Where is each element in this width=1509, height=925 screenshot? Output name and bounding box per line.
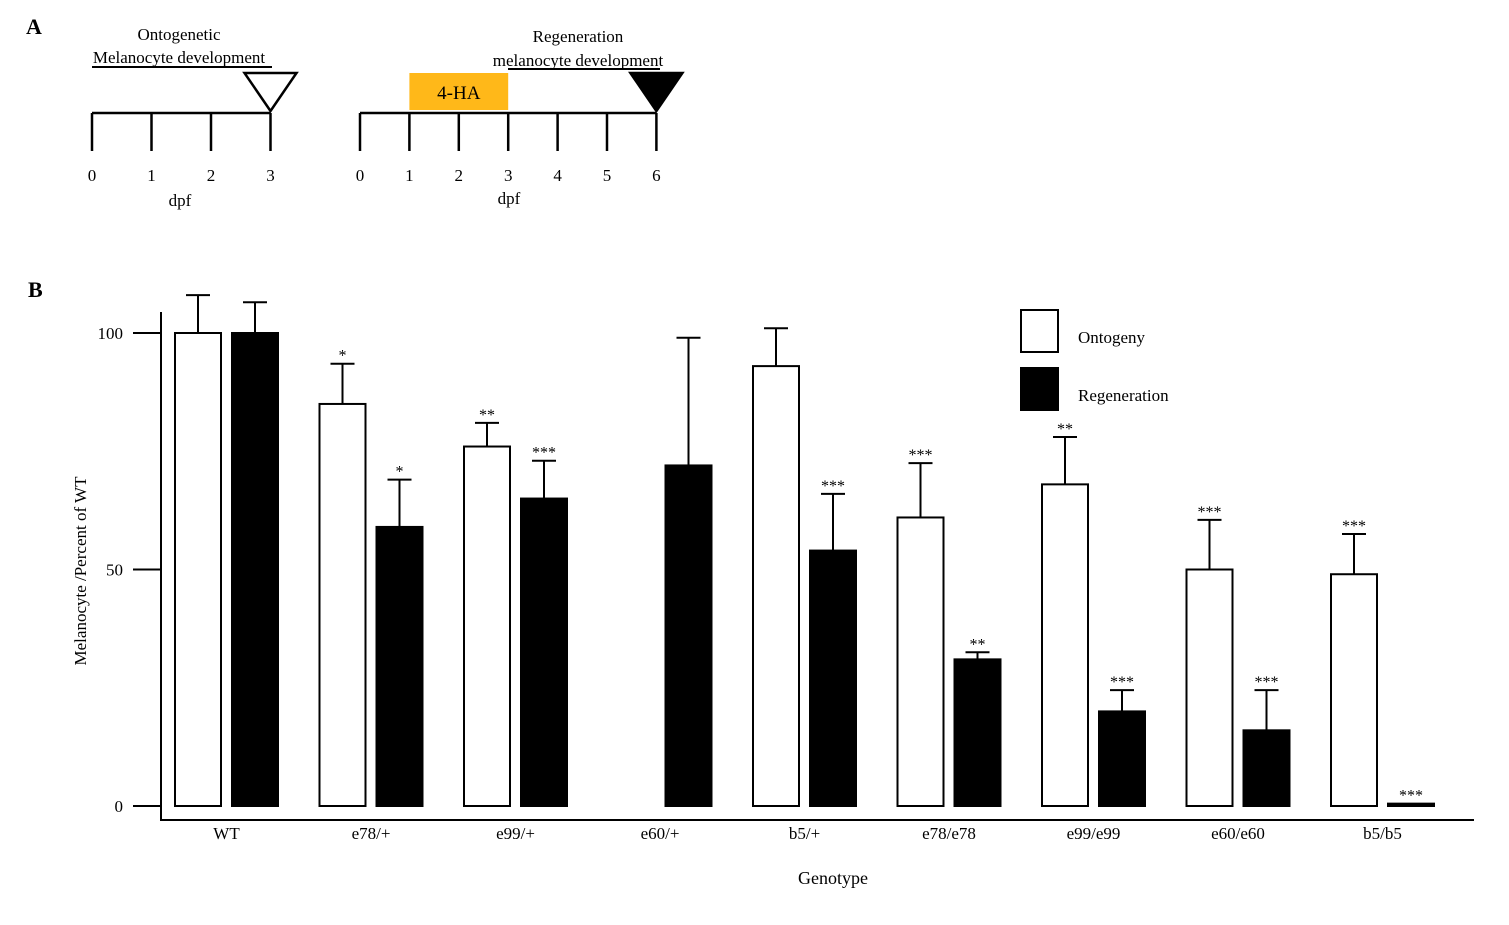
significance-label: ***: [1342, 518, 1366, 535]
ontogenetic-axis: 0 1 2 3: [88, 71, 299, 185]
significance-label: *: [339, 348, 347, 365]
bar-ontogeny: [1185, 568, 1234, 807]
x-tick-label: e78/+: [352, 824, 391, 843]
legend-label-ontogeny: Ontogeny: [1078, 328, 1146, 347]
x-tick-labels: WT e78/+ e99/+ e60/+ b5/+ e78/e78 e99/e99 e60/e…: [213, 824, 1402, 843]
bar-ontogeny: [463, 445, 511, 807]
x-tick-label: b5/+: [789, 824, 820, 843]
ontogenetic-end-marker: [242, 71, 299, 114]
bar-ontogeny: [318, 402, 367, 807]
ontogenetic-xlabel: dpf: [169, 191, 192, 210]
panel-a: A Ontogenetic Melanocyte development 0 1 2…: [26, 14, 685, 210]
timeline-tick-label: 2: [455, 166, 464, 185]
significance-label: ***: [821, 478, 845, 495]
bar-regeneration: [375, 525, 424, 807]
bar-regeneration: [1387, 802, 1435, 808]
significance-label: ***: [1110, 674, 1134, 691]
ontogenetic-caption-line2: Melanocyte development: [93, 48, 266, 67]
timeline-tick-label: 1: [147, 166, 156, 185]
regeneration-axis: 0 1 2 3 4 5 6: [356, 71, 685, 185]
ontogenetic-caption-line1: Ontogenetic: [137, 25, 221, 44]
significance-label: **: [970, 636, 986, 653]
legend-swatch-ontogeny: [1020, 309, 1059, 353]
timeline-tick-label: 3: [266, 166, 275, 185]
y-tick-label: 50: [106, 561, 123, 580]
y-tick-label: 100: [98, 324, 124, 343]
timeline-tick-label: 3: [504, 166, 513, 185]
bar-regeneration: [1098, 710, 1146, 808]
bar-regeneration: [664, 464, 713, 807]
x-tick-label: e60/+: [641, 824, 680, 843]
x-axis-title: Genotype: [798, 868, 868, 888]
x-tick-label: e99/+: [496, 824, 535, 843]
y-axis-title: Melanocyte /Percent of WT: [71, 476, 90, 666]
bars: ********************************: [174, 294, 1435, 808]
timeline-tick-label: 1: [405, 166, 414, 185]
x-tick-label: e99/e99: [1067, 824, 1121, 843]
timeline-tick-label: 0: [356, 166, 365, 185]
significance-label: ***: [1255, 674, 1279, 691]
legend: Ontogeny Regeneration: [1020, 309, 1169, 411]
legend-label-regeneration: Regeneration: [1078, 386, 1169, 405]
regeneration-timeline: Regeneration melanocyte development 4-HA…: [356, 27, 685, 208]
bar-regeneration: [231, 332, 279, 807]
significance-label: **: [479, 407, 495, 424]
timeline-tick-label: 4: [553, 166, 562, 185]
bar-regeneration: [953, 658, 1002, 807]
timeline-tick-label: 2: [207, 166, 216, 185]
significance-label: ***: [1198, 504, 1222, 521]
legend-swatch-regeneration: [1020, 367, 1059, 411]
timeline-tick-label: 5: [603, 166, 612, 185]
x-tick-label: e78/e78: [922, 824, 976, 843]
significance-label: ***: [532, 445, 556, 462]
bar-ontogeny: [1041, 483, 1089, 807]
bar-ontogeny: [174, 332, 222, 807]
panel-b-label: B: [28, 277, 43, 302]
y-ticks: 0 50 100: [98, 324, 161, 816]
regeneration-xlabel: dpf: [498, 189, 521, 208]
bar-ontogeny: [896, 516, 945, 807]
bar-regeneration: [809, 549, 857, 808]
x-tick-label: b5/b5: [1363, 824, 1402, 843]
timeline-tick-label: 0: [88, 166, 97, 185]
timeline-tick-label: 6: [652, 166, 661, 185]
x-tick-label: WT: [213, 824, 240, 843]
panel-a-label: A: [26, 14, 42, 39]
bar-ontogeny: [1330, 573, 1378, 807]
treatment-4ha-box: [409, 73, 509, 110]
regeneration-caption-line1: Regeneration: [533, 27, 624, 46]
significance-label: **: [1057, 421, 1073, 438]
y-tick-label: 0: [115, 797, 124, 816]
significance-label: ***: [1399, 788, 1423, 805]
regeneration-end-marker: [628, 71, 685, 114]
significance-label: *: [396, 464, 404, 481]
bar-regeneration: [520, 497, 568, 807]
significance-label: ***: [909, 447, 933, 464]
treatment-4ha-label: 4-HA: [437, 83, 481, 104]
bar-ontogeny: [752, 365, 800, 807]
x-tick-label: e60/e60: [1211, 824, 1265, 843]
regeneration-caption-line2: melanocyte development: [493, 51, 664, 70]
bar-regeneration: [1242, 729, 1291, 808]
